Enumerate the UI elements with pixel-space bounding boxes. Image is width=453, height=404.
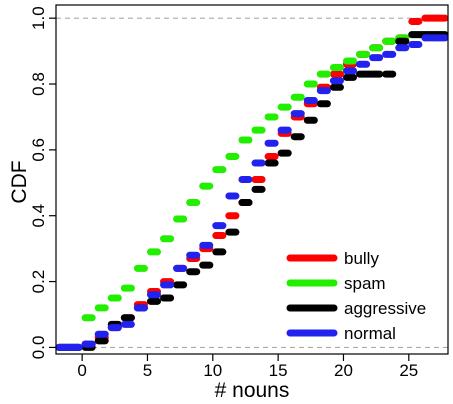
x-axis: 0 5 10 15 20 25 bbox=[77, 354, 418, 380]
series-normal bbox=[55, 34, 449, 351]
y-tick-label-2: 0.4 bbox=[29, 204, 48, 228]
legend-label-normal: normal bbox=[344, 324, 396, 343]
x-tick-label-10: 10 bbox=[203, 361, 222, 380]
legend-label-aggressive: aggressive bbox=[344, 299, 426, 318]
y-tick-label-4: 0.8 bbox=[29, 72, 48, 96]
legend-label-spam: spam bbox=[344, 274, 386, 293]
x-tick-label-5: 5 bbox=[143, 361, 152, 380]
x-tick-label-25: 25 bbox=[399, 361, 418, 380]
plot-frame bbox=[55, 4, 449, 355]
y-axis: 0.0 0.2 0.4 0.6 0.8 1.0 bbox=[29, 6, 56, 359]
x-axis-label: # nouns bbox=[215, 379, 290, 402]
y-tick-label-1: 0.2 bbox=[29, 270, 48, 294]
series-layer bbox=[55, 14, 449, 351]
y-tick-label-5: 1.0 bbox=[29, 6, 48, 30]
x-tick-label-15: 15 bbox=[269, 361, 288, 380]
legend: bully spam aggressive normal bbox=[286, 249, 426, 343]
y-tick-label-0: 0.0 bbox=[29, 336, 48, 360]
x-tick-label-0: 0 bbox=[77, 361, 86, 380]
x-tick-label-20: 20 bbox=[334, 361, 353, 380]
y-tick-label-3: 0.6 bbox=[29, 138, 48, 162]
legend-label-bully: bully bbox=[344, 249, 379, 268]
y-axis-label: CDF bbox=[8, 160, 31, 203]
reference-lines bbox=[56, 17, 448, 349]
